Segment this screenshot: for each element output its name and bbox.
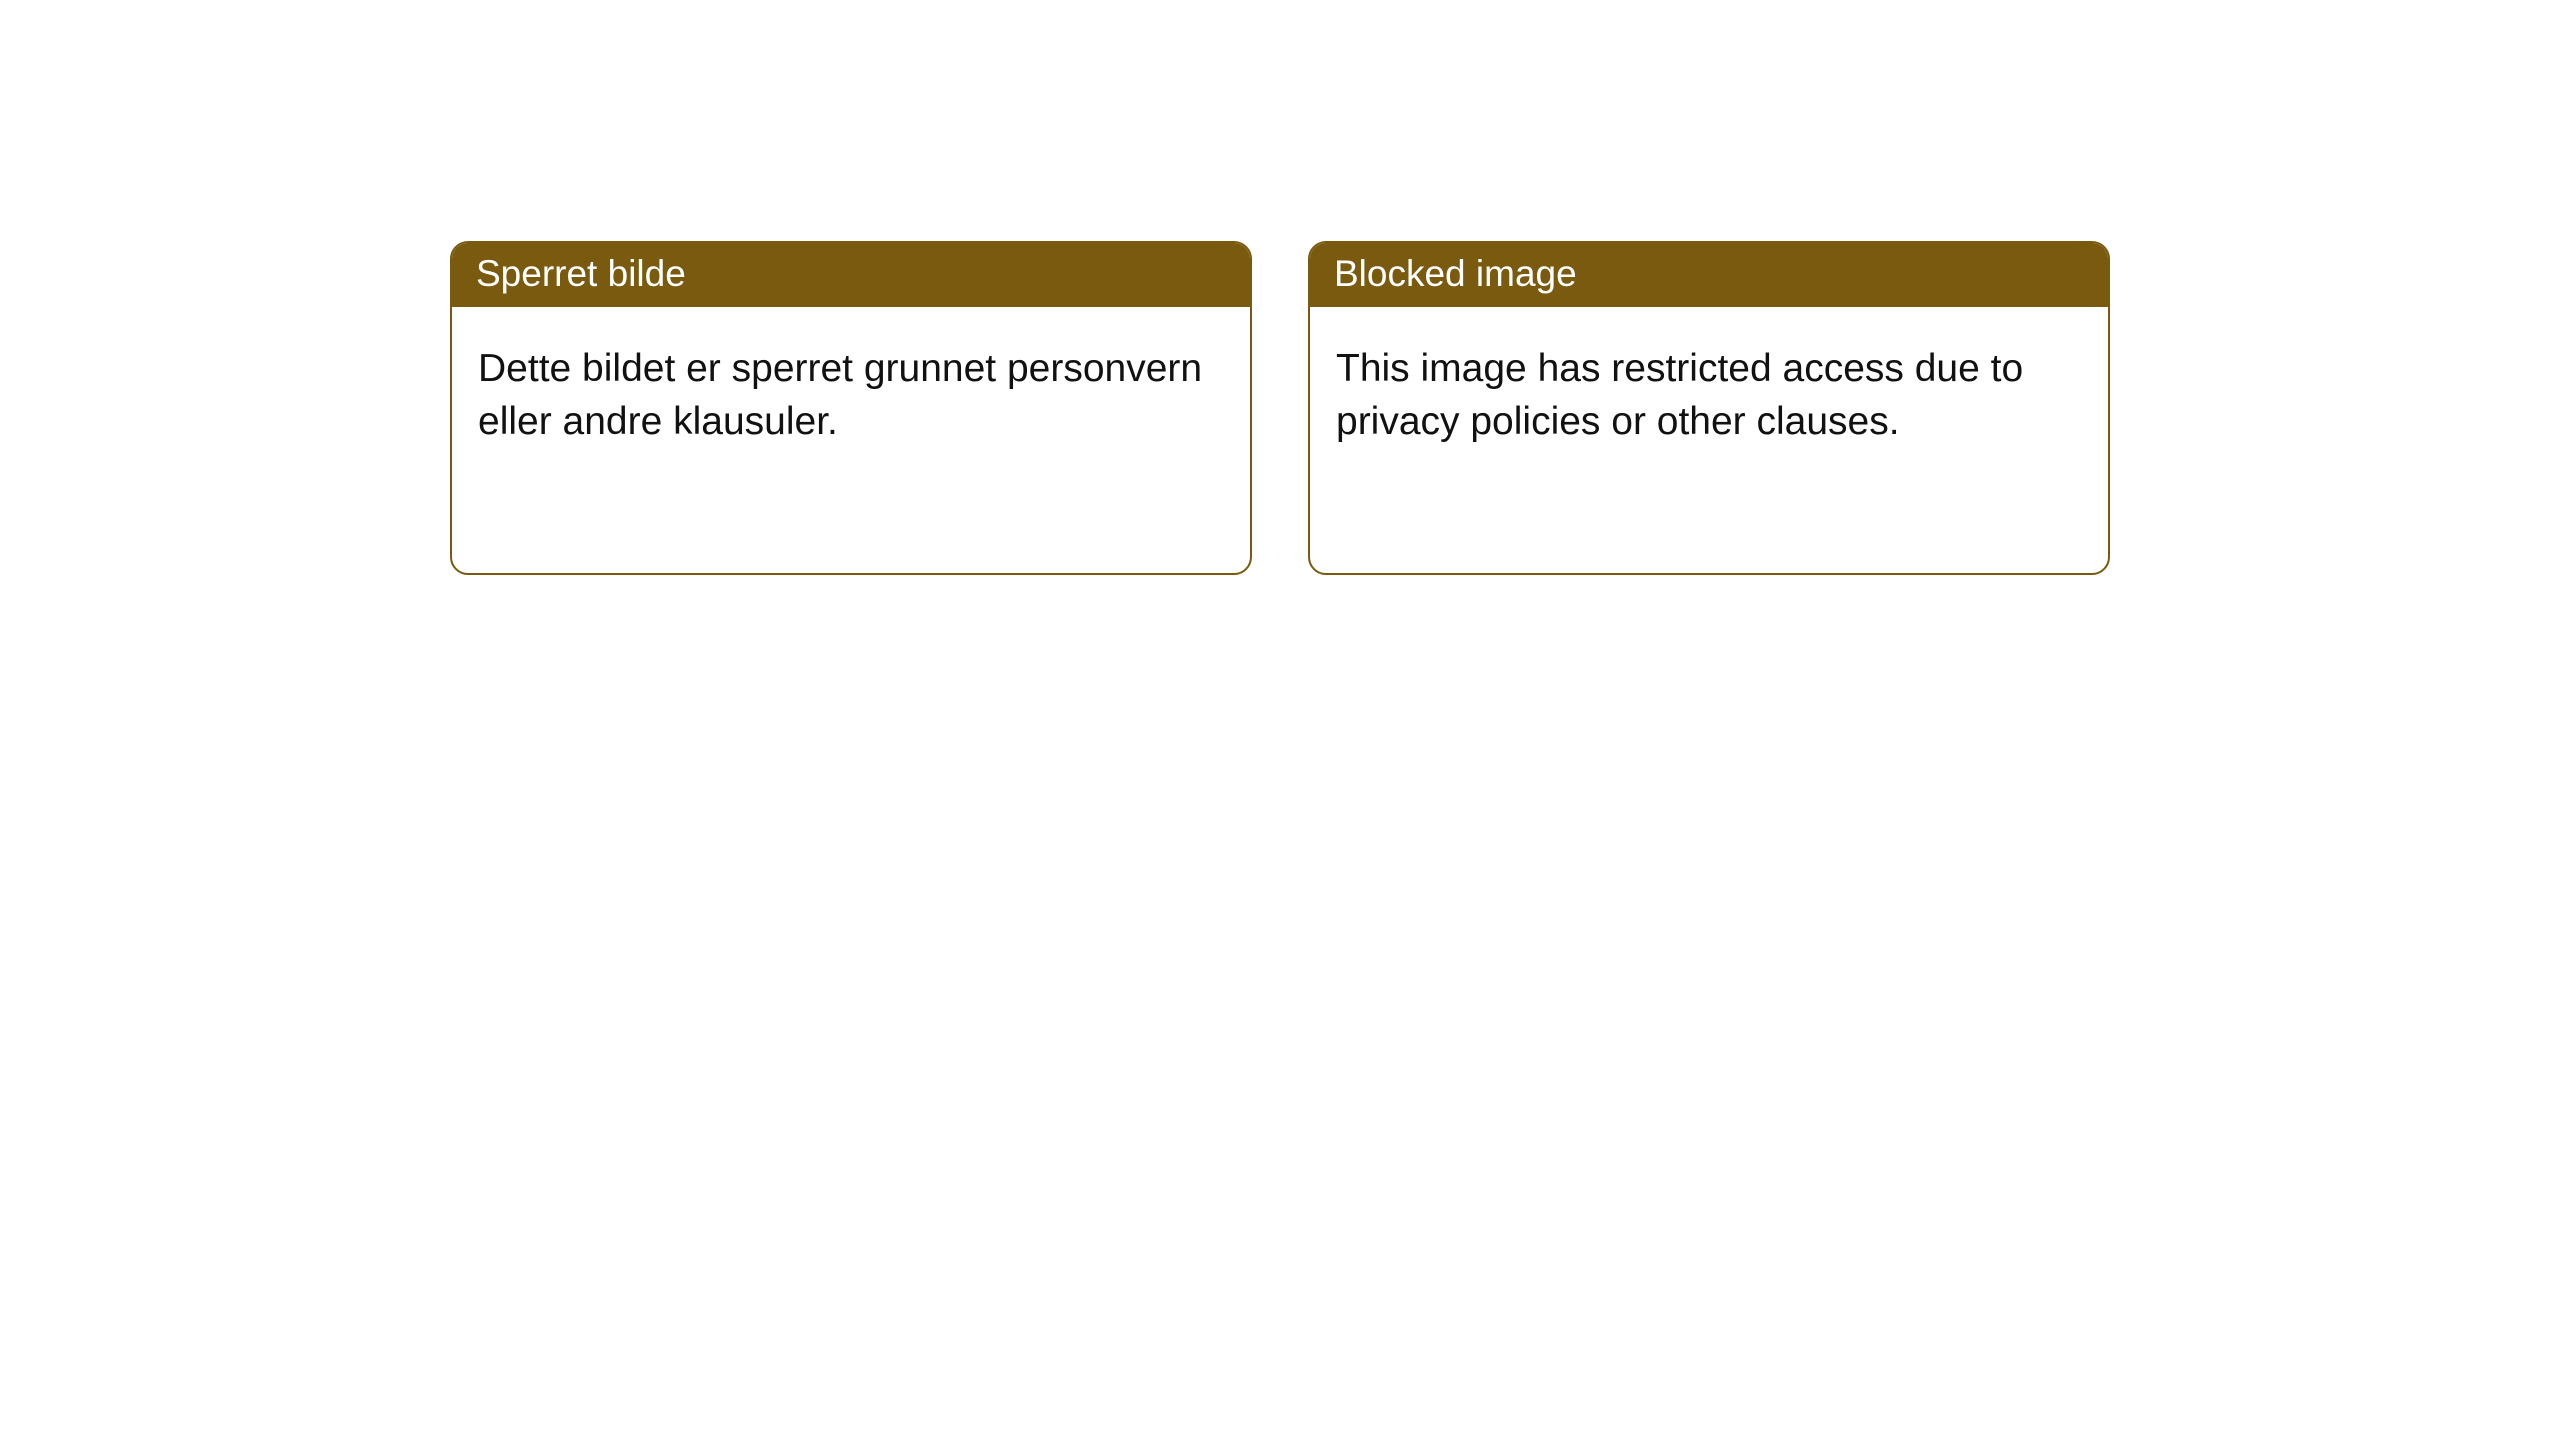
notice-card-norwegian: Sperret bilde Dette bildet er sperret gr… bbox=[450, 241, 1252, 575]
notice-card-title: Sperret bilde bbox=[452, 243, 1250, 307]
notice-card-english: Blocked image This image has restricted … bbox=[1308, 241, 2110, 575]
notice-cards-container: Sperret bilde Dette bildet er sperret gr… bbox=[0, 0, 2560, 575]
notice-card-body: Dette bildet er sperret grunnet personve… bbox=[452, 307, 1250, 468]
notice-card-title: Blocked image bbox=[1310, 243, 2108, 307]
notice-card-body: This image has restricted access due to … bbox=[1310, 307, 2108, 468]
